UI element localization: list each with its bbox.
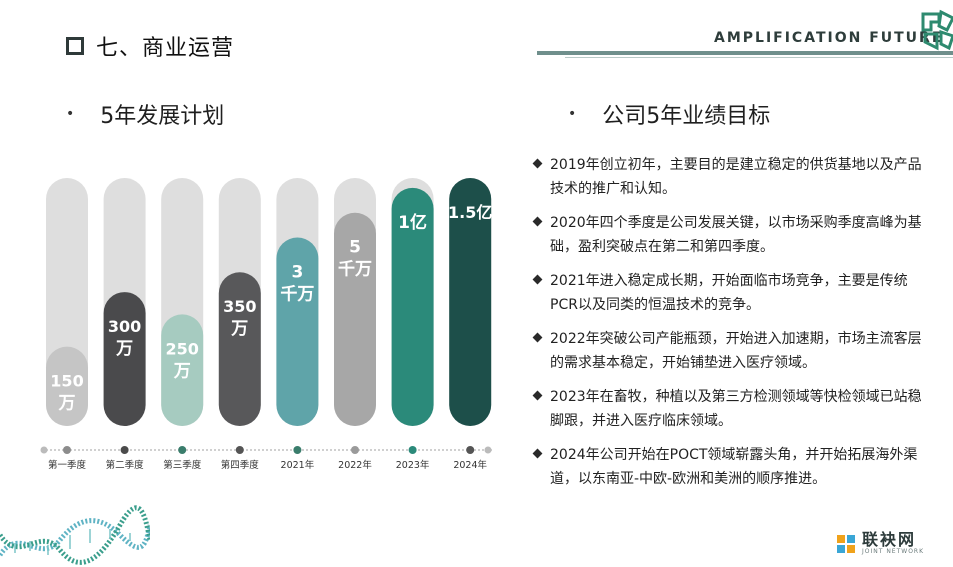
diamond-bullet-icon — [532, 158, 543, 169]
brand-divider — [537, 51, 953, 55]
diamond-bullet-icon — [532, 274, 543, 285]
diamond-bullet-icon — [532, 390, 543, 401]
data-label: 350 — [223, 297, 256, 316]
watermark-cn: 联袂网 — [862, 530, 917, 549]
brand-name: AMPLIFICATION FUTURE — [714, 30, 944, 46]
x-tick-label: 第三季度 — [163, 459, 202, 471]
data-label: 300 — [108, 317, 141, 336]
timeline-dot — [235, 446, 244, 454]
data-label: 3 — [291, 263, 303, 283]
watermark-en: JOINT NETWORK — [862, 548, 925, 555]
data-label: 1.5亿 — [448, 203, 492, 222]
goals-bullet: • — [568, 106, 577, 122]
data-label: 1亿 — [398, 212, 427, 233]
joint-network-icon — [837, 534, 855, 553]
bar — [46, 346, 88, 426]
data-label: 万 — [173, 361, 191, 381]
bar — [218, 272, 261, 426]
timeline-dot — [293, 446, 302, 454]
x-tick-label: 第四季度 — [221, 459, 260, 471]
development-plan-chart: 150万第一季度300万第二季度250万第三季度350万第四季度3千万2021年… — [40, 178, 492, 471]
x-tick-label: 2023年 — [396, 459, 430, 471]
timeline-dot — [408, 446, 417, 454]
goal-item: 2021年进入稳定成长期，开始面临市场竞争，主要是传统PCR以及同类的恒温技术的… — [532, 269, 924, 317]
bar — [334, 212, 376, 426]
data-label: 千万 — [338, 260, 372, 280]
goal-item: 2019年创立初年，主要目的是建立稳定的供货基地以及产品技术的推广和认知。 — [532, 153, 924, 201]
section-title: 七、商业运营 — [96, 36, 235, 61]
dna-helix-icon — [0, 505, 150, 565]
goal-item: 2022年突破公司产能瓶颈，开始进入加速期，市场主流客层的需求基本稳定，开始铺垫… — [532, 327, 924, 375]
brand-logo-icon — [921, 9, 953, 51]
goal-item: 2024年公司开始在POCT领域崭露头角，并开始拓展海外渠道，以东南亚-中欧-欧… — [532, 443, 924, 491]
bar — [103, 292, 146, 426]
brand-divider-thin — [565, 57, 953, 58]
goal-item: 2020年四个季度是公司发展关键，以市场采购季度高峰为基础，盈利突破点在第二和第… — [532, 211, 924, 259]
goals-list: 2019年创立初年，主要目的是建立稳定的供货基地以及产品技术的推广和认知。 20… — [532, 153, 924, 501]
timeline-dot — [466, 446, 475, 454]
data-label: 万 — [115, 339, 133, 359]
x-tick-label: 第一季度 — [48, 459, 87, 471]
bar — [449, 178, 492, 426]
x-tick-label: 2022年 — [338, 459, 372, 471]
goal-item: 2023年在畜牧，种植以及第三方检测领域等快检领域已站稳脚跟，并进入医疗临床领域… — [532, 385, 924, 433]
x-tick-label: 2021年 — [281, 459, 315, 471]
timeline-dot — [120, 446, 129, 454]
data-label: 千万 — [280, 285, 314, 305]
data-label: 万 — [58, 394, 76, 414]
x-tick-label: 2024年 — [453, 459, 487, 471]
goal-text: 2021年进入稳定成长期，开始面临市场竞争，主要是传统PCR以及同类的恒温技术的… — [550, 273, 908, 313]
goal-text: 2022年突破公司产能瓶颈，开始进入加速期，市场主流客层的需求基本稳定，开始铺垫… — [550, 331, 922, 371]
bar — [161, 314, 204, 426]
bar — [391, 187, 434, 426]
diamond-bullet-icon — [532, 332, 543, 343]
timeline-end-dot — [484, 446, 492, 454]
timeline-dot — [178, 446, 187, 454]
timeline-start-dot — [40, 446, 48, 454]
goal-text: 2023年在畜牧，种植以及第三方检测领域等快检领域已站稳脚跟，并进入医疗临床领域… — [550, 389, 922, 429]
plan-heading-text: 5年发展计划 — [100, 104, 225, 129]
x-tick-label: 第二季度 — [106, 459, 145, 471]
data-label: 万 — [230, 319, 248, 339]
diamond-bullet-icon — [532, 216, 543, 227]
goal-text: 2024年公司开始在POCT领域崭露头角，并开始拓展海外渠道，以东南亚-中欧-欧… — [550, 447, 918, 487]
data-label: 5 — [349, 238, 361, 258]
goals-heading-text: 公司5年业绩目标 — [602, 104, 771, 129]
goal-text: 2020年四个季度是公司发展关键，以市场采购季度高峰为基础，盈利突破点在第二和第… — [550, 215, 922, 255]
watermark: 联袂网 JOINT NETWORK — [836, 532, 924, 555]
diamond-bullet-icon — [532, 448, 543, 459]
plan-heading: • 5年发展计划 — [66, 98, 224, 130]
data-label: 150 — [50, 372, 83, 391]
goal-text: 2019年创立初年，主要目的是建立稳定的供货基地以及产品技术的推广和认知。 — [550, 157, 922, 197]
plan-bullet: • — [66, 106, 75, 122]
bar — [276, 237, 319, 426]
data-label: 250 — [165, 339, 198, 358]
timeline-dot — [63, 446, 71, 454]
section-header: 七、商业运营 — [66, 30, 234, 62]
goals-heading: • 公司5年业绩目标 — [568, 98, 770, 130]
square-bullet-icon — [66, 37, 84, 55]
timeline-dot — [351, 446, 359, 454]
